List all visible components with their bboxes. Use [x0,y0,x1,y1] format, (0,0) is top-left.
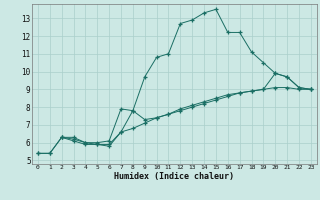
X-axis label: Humidex (Indice chaleur): Humidex (Indice chaleur) [115,172,234,181]
